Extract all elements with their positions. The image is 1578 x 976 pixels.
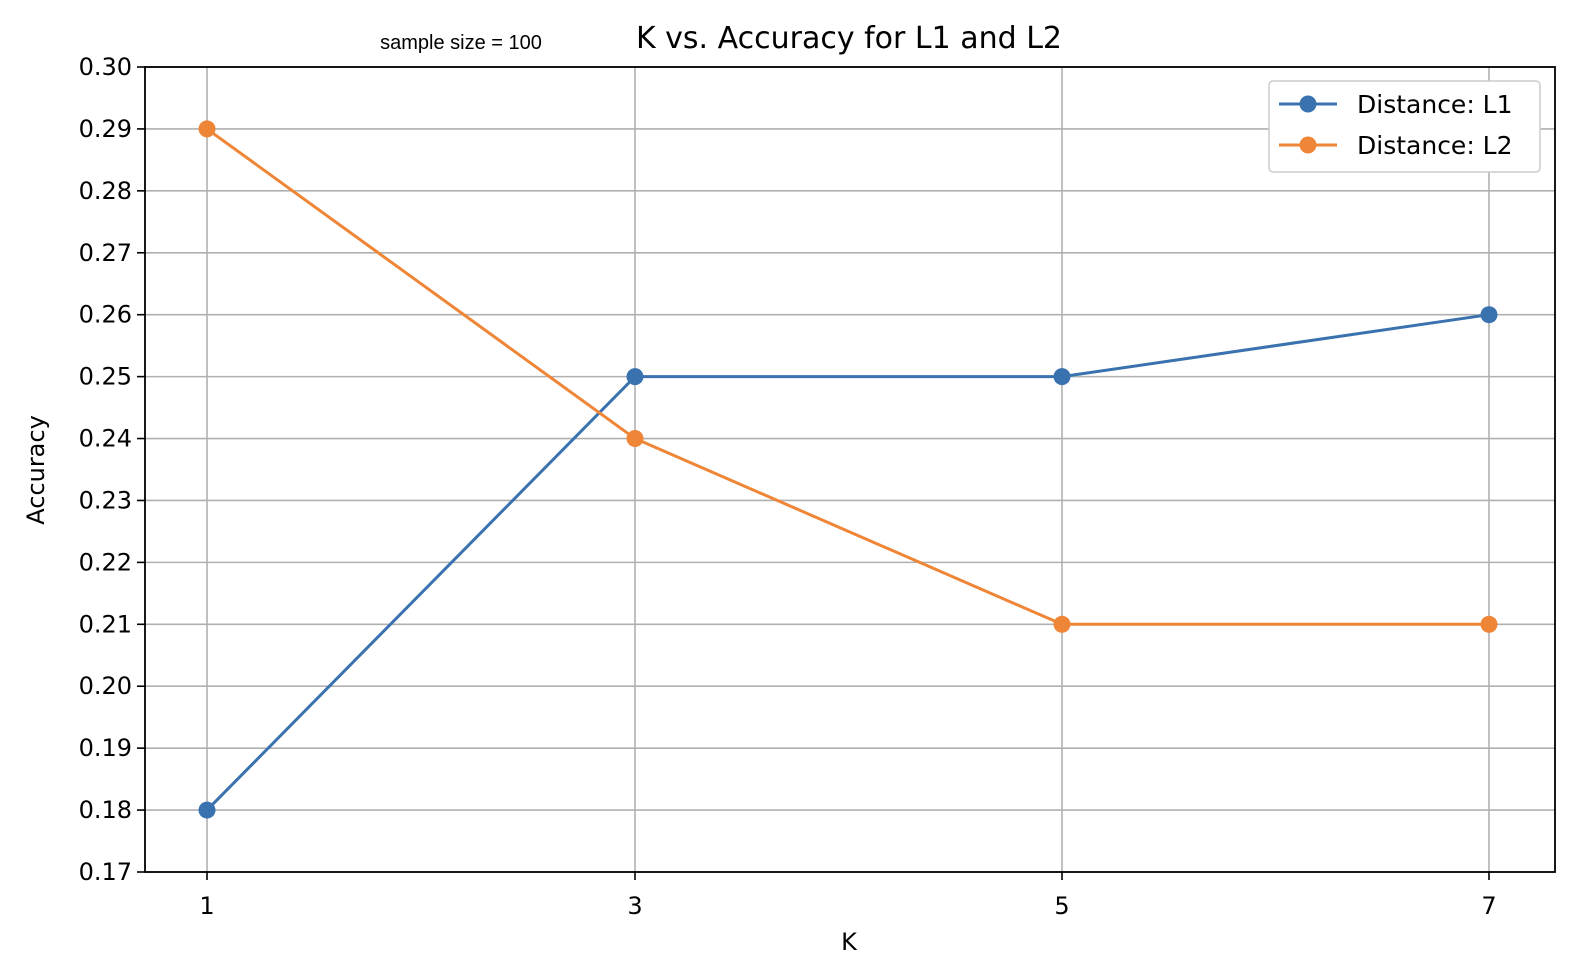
legend: Distance: L1 Distance: L2 [1268,80,1541,173]
y-tick-label: 0.28 [79,177,132,205]
series-lines [205,127,1490,812]
x-tick-label: 7 [1481,892,1496,920]
y-tick-label: 0.25 [79,363,132,391]
legend-marker-l2 [1299,136,1317,154]
data-point-series-2 [626,430,644,448]
x-axis-ticks: 1 3 5 7 [199,872,1497,920]
y-tick-label: 0.23 [79,486,132,514]
y-tick-label: 0.29 [79,115,132,143]
series-line-2 [206,127,1489,626]
chart-subtitle: sample size = 100 [380,32,542,54]
y-tick-label: 0.27 [79,239,132,267]
data-point-series-1 [626,368,644,386]
y-axis-ticks: 0.17 0.18 0.19 0.20 0.21 0.22 0.23 0.24 0.25 0.26… [79,53,145,886]
y-tick-label: 0.17 [79,858,132,886]
y-tick-label: 0.30 [79,53,132,81]
y-tick-label: 0.18 [79,796,132,824]
data-point-series-2 [1053,615,1071,633]
x-tick-label: 3 [627,892,642,920]
legend-marker-l1 [1299,95,1317,113]
y-tick-label: 0.19 [79,734,132,762]
chart-title: K vs. Accuracy for L1 and L2 [636,21,1062,56]
data-point-series-1 [1480,306,1498,324]
y-tick-label: 0.24 [79,425,132,453]
y-tick-label: 0.21 [79,610,132,638]
plot-area-frame [144,66,1556,873]
x-axis-label: K [841,928,858,956]
y-tick-label: 0.22 [79,548,132,576]
legend-label-l1: Distance: L1 [1357,90,1513,119]
x-tick-label: 5 [1054,892,1069,920]
y-tick-label: 0.20 [79,672,132,700]
series-markers [198,120,1498,819]
x-tick-label: 1 [199,892,214,920]
legend-label-l2: Distance: L2 [1357,131,1513,160]
series-line-1 [205,313,1490,812]
data-point-series-1 [1053,368,1071,386]
data-point-series-1 [198,801,216,819]
y-tick-label: 0.26 [79,301,132,329]
data-point-series-2 [198,120,216,138]
data-point-series-2 [1480,615,1498,633]
y-axis-label: Accuracy [22,415,50,525]
